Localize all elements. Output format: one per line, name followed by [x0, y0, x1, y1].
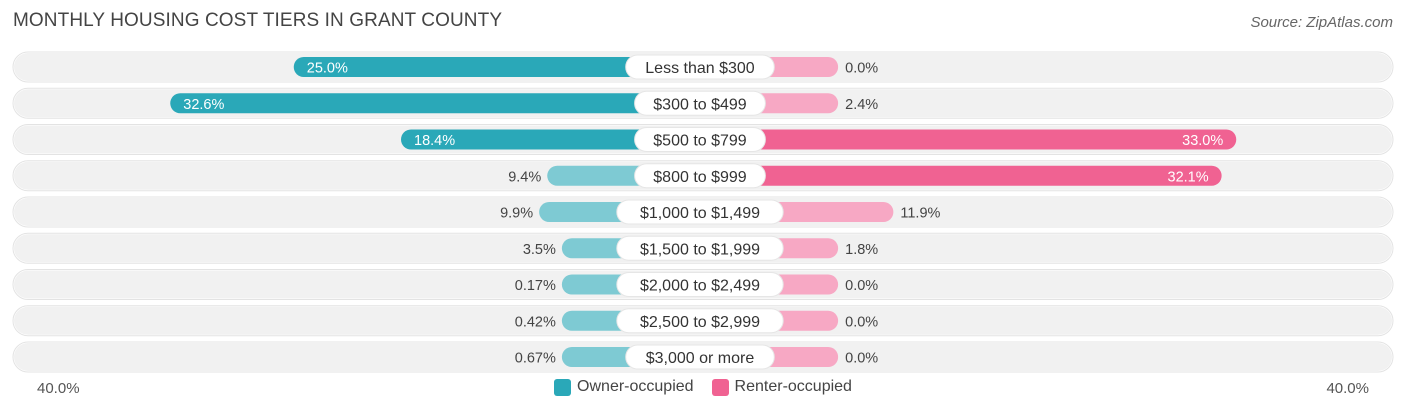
legend: Owner-occupied Renter-occupied: [0, 378, 1406, 396]
value-label-owner: 0.67%: [515, 351, 556, 367]
bar-renter: [700, 165, 1222, 186]
legend-swatch-owner: [554, 378, 572, 396]
category-pill: [616, 272, 784, 297]
value-label-renter: 33.0%: [1182, 133, 1223, 149]
value-label-renter: 0.0%: [845, 314, 878, 330]
value-label-owner: 32.6%: [183, 97, 224, 113]
value-label-renter: 0.0%: [845, 61, 878, 77]
axis-right-label: 40.0%: [1326, 380, 1369, 397]
source-credit: Source: ZipAtlas.com: [1250, 14, 1393, 31]
category-label: Less than $300: [645, 60, 755, 77]
category-pill: [634, 90, 766, 116]
value-label-renter: 32.1%: [1168, 169, 1209, 185]
bar-renter: [700, 129, 1237, 150]
legend-item-renter[interactable]: Renter-occupied: [711, 378, 852, 396]
category-pill: [625, 344, 775, 370]
legend-label-owner: Owner-occupied: [577, 378, 694, 395]
value-label-owner: 0.17%: [515, 278, 556, 294]
category-label: $1,000 to $1,499: [640, 205, 760, 222]
value-label-owner: 0.42%: [515, 314, 556, 330]
category-label: $500 to $799: [653, 133, 747, 150]
category-pill: [634, 163, 766, 189]
bar-owner: [401, 129, 700, 150]
value-label-renter: 1.8%: [845, 242, 878, 258]
value-label-owner: 25.0%: [307, 61, 348, 77]
category-label: $2,500 to $2,999: [640, 314, 760, 331]
value-label-owner: 9.4%: [508, 169, 541, 185]
value-label-renter: 0.0%: [845, 278, 878, 294]
bar-owner: [170, 93, 700, 114]
category-pill: [625, 54, 775, 80]
chart-title: MONTHLY HOUSING COST TIERS IN GRANT COUN…: [13, 10, 503, 31]
category-label: $3,000 or more: [646, 350, 755, 367]
legend-label-renter: Renter-occupied: [734, 378, 852, 395]
bar-owner: [293, 57, 700, 77]
category-pill: [616, 199, 784, 225]
value-label-owner: 18.4%: [414, 133, 455, 149]
value-label-owner: 9.9%: [500, 206, 533, 222]
value-label-renter: 2.4%: [845, 97, 878, 113]
value-label-renter: 11.9%: [900, 206, 940, 222]
category-label: $800 to $999: [653, 169, 747, 186]
category-label: $2,000 to $2,499: [640, 278, 760, 295]
category-label: $300 to $499: [653, 96, 747, 113]
legend-swatch-renter: [711, 378, 729, 396]
category-pill: [616, 308, 784, 334]
axis-left-label: 40.0%: [37, 380, 80, 397]
category-pill: [616, 235, 784, 261]
value-label-renter: 0.0%: [845, 351, 878, 367]
category-label: $1,500 to $1,999: [640, 241, 760, 258]
category-pill: [634, 127, 766, 152]
legend-item-owner[interactable]: Owner-occupied: [554, 378, 694, 396]
value-label-owner: 3.5%: [523, 242, 556, 258]
